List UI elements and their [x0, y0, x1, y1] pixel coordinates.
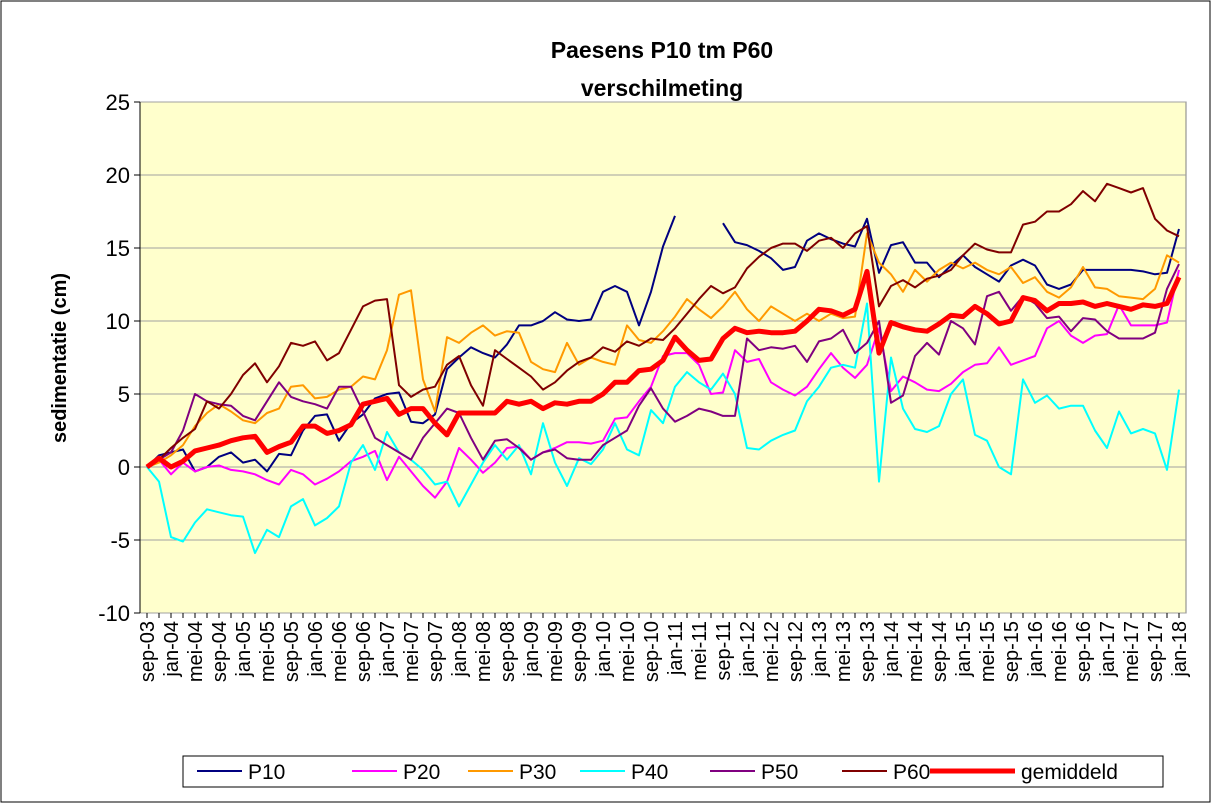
legend-label: P50	[761, 761, 798, 784]
x-tick-label: mei-10	[617, 621, 639, 682]
x-tick-label: sep-03	[137, 621, 159, 682]
x-tick-label: jan-14	[881, 621, 903, 678]
y-axis-label: sedimentatie (cm)	[49, 273, 71, 443]
x-tick-label: mei-11	[689, 621, 711, 681]
legend-label: P20	[403, 761, 440, 784]
x-tick-label: jan-18	[1169, 621, 1191, 678]
x-tick-label: sep-13	[857, 621, 879, 682]
series-line	[146, 215, 1180, 473]
x-tick-label: sep-04	[209, 621, 231, 682]
legend-label: gemiddeld	[1021, 761, 1118, 784]
x-tick-label: sep-17	[1145, 621, 1167, 682]
x-tick-label: sep-06	[353, 621, 375, 682]
series-line	[146, 302, 1180, 555]
x-tick-label: sep-12	[785, 621, 807, 682]
series-line	[146, 263, 1180, 468]
x-tick-label: mei-08	[473, 621, 495, 682]
x-tick-label: mei-17	[1121, 621, 1143, 682]
series-line	[145, 268, 1182, 470]
y-tick-label: 15	[106, 236, 130, 261]
legend-label: P10	[248, 761, 285, 784]
x-tick-label: mei-07	[401, 621, 423, 682]
x-tick-label: sep-16	[1073, 621, 1095, 682]
x-tick-label: jan-07	[377, 621, 399, 678]
x-tick-label: mei-09	[545, 621, 567, 682]
x-tick-label: mei-04	[185, 621, 207, 682]
legend-label: P60	[893, 761, 930, 784]
x-tick-label: jan-06	[305, 621, 327, 678]
x-tick-label: mei-05	[257, 621, 279, 682]
x-tick-label: sep-10	[641, 621, 663, 682]
x-tick-label: jan-17	[1097, 621, 1119, 678]
x-tick-label: jan-08	[449, 621, 471, 678]
y-tick-label: -10	[98, 601, 130, 626]
x-tick-label: sep-14	[929, 621, 951, 682]
legend	[182, 755, 1164, 788]
chart-title: verschilmeting	[581, 75, 743, 101]
x-tick-label: jan-10	[593, 621, 615, 678]
x-tick-label: jan-16	[1025, 621, 1047, 678]
chart-title: Paesens P10 tm P60	[551, 37, 773, 63]
y-tick-label: 10	[106, 309, 130, 334]
x-tick-label: jan-13	[809, 621, 831, 678]
y-tick-label: 5	[118, 382, 130, 407]
y-tick-label: -5	[110, 528, 130, 553]
legend-label: P40	[631, 761, 668, 784]
x-tick-label: mei-13	[833, 621, 855, 682]
x-tick-label: jan-12	[737, 621, 759, 678]
x-tick-label: sep-09	[569, 621, 591, 682]
x-tick-label: mei-16	[1049, 621, 1071, 682]
x-tick-label: sep-05	[281, 621, 303, 682]
series-line	[146, 182, 1180, 468]
x-tick-label: sep-07	[425, 621, 447, 682]
x-tick-label: jan-04	[161, 621, 183, 678]
legend-label: P30	[519, 761, 556, 784]
x-tick-label: sep-15	[1001, 621, 1023, 682]
x-tick-label: mei-12	[761, 621, 783, 682]
x-tick-label: sep-08	[497, 621, 519, 682]
x-tick-label: mei-15	[977, 621, 999, 682]
x-tick-label: jan-11	[665, 621, 687, 676]
x-tick-label: mei-06	[329, 621, 351, 682]
x-tick-label: jan-09	[521, 621, 543, 678]
x-tick-label: mei-14	[905, 621, 927, 682]
x-tick-label: jan-05	[233, 621, 255, 678]
x-tick-label: sep-11	[713, 621, 735, 681]
x-tick-label: jan-15	[953, 621, 975, 678]
y-tick-label: 25	[106, 90, 130, 115]
y-tick-label: 20	[106, 163, 130, 188]
y-tick-label: 0	[118, 455, 130, 480]
series-line	[146, 232, 1180, 468]
